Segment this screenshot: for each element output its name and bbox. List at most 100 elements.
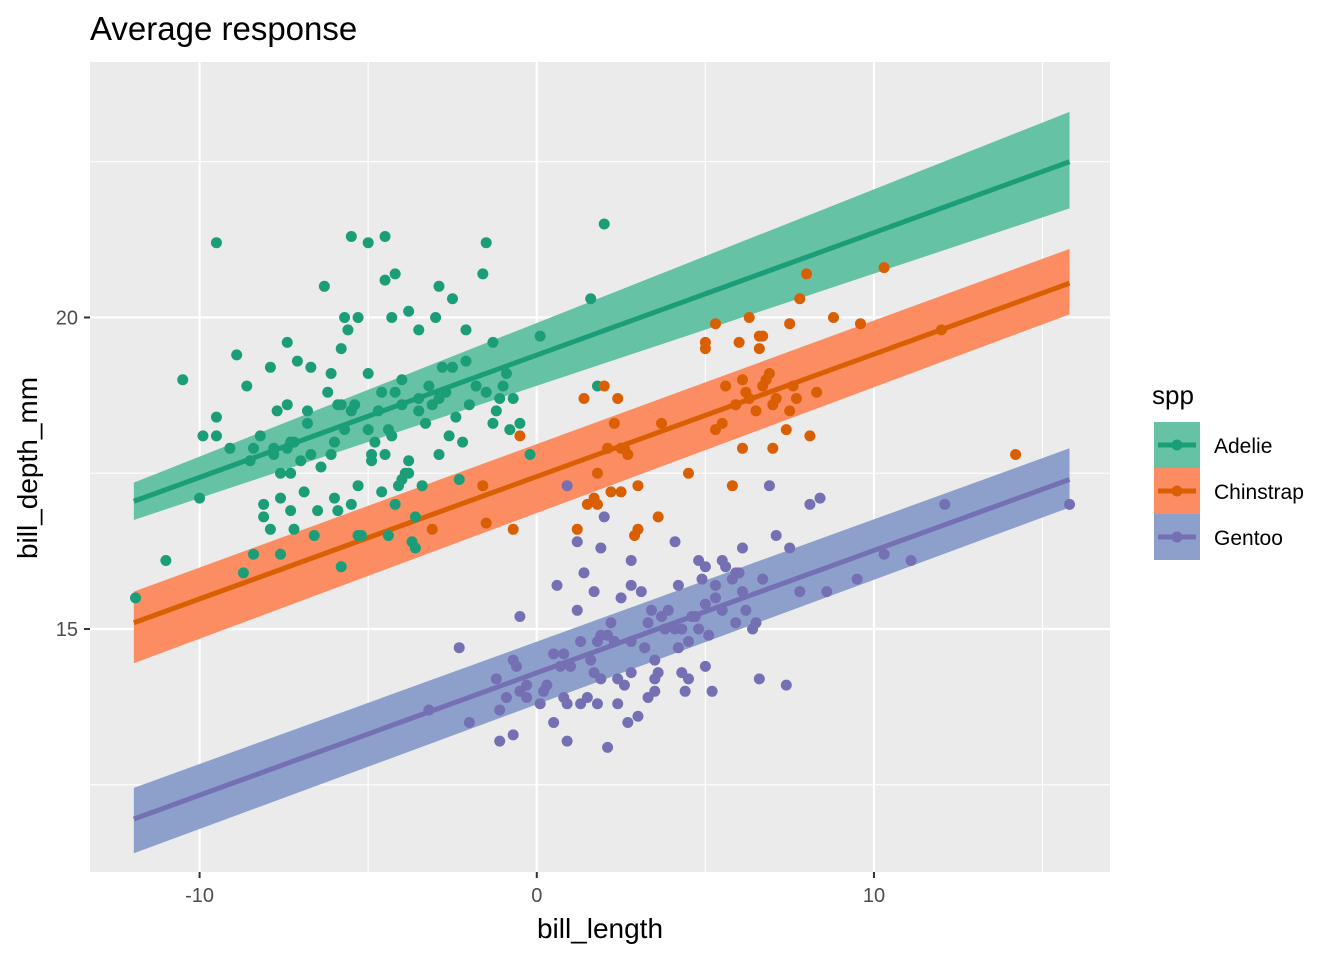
- adelie-point: [322, 386, 334, 398]
- gentoo-point: [699, 660, 711, 672]
- adelie-point: [308, 530, 320, 542]
- adelie-point: [197, 430, 209, 442]
- chinstrap-point: [854, 318, 866, 330]
- adelie-point: [396, 399, 408, 411]
- adelie-point: [379, 230, 391, 242]
- gentoo-point: [699, 598, 711, 610]
- gentoo-point: [720, 561, 732, 573]
- gentoo-point: [733, 567, 745, 579]
- chinstrap-point: [514, 430, 526, 442]
- chinstrap-point: [804, 430, 816, 442]
- chinstrap-point: [733, 336, 745, 348]
- gentoo-point: [595, 542, 607, 554]
- legend-key-point-chinstrap: [1171, 485, 1183, 497]
- chinstrap-point: [750, 405, 762, 417]
- chinstrap-point: [507, 523, 519, 535]
- adelie-point: [281, 336, 293, 348]
- gentoo-point: [689, 611, 701, 623]
- adelie-point: [210, 411, 222, 423]
- chinstrap-point: [426, 523, 438, 535]
- adelie-point: [376, 486, 388, 498]
- gentoo-point: [602, 741, 614, 753]
- adelie-point: [315, 461, 327, 473]
- chinstrap-point: [753, 343, 765, 355]
- adelie-point: [275, 467, 287, 479]
- adelie-point: [403, 305, 415, 317]
- gentoo-point: [672, 579, 684, 591]
- adelie-point: [507, 392, 519, 404]
- gentoo-point: [851, 573, 863, 585]
- gentoo-point: [699, 561, 711, 573]
- adelie-point: [497, 380, 509, 392]
- adelie-point: [490, 405, 502, 417]
- gentoo-point: [548, 648, 560, 660]
- gentoo-point: [672, 642, 684, 654]
- adelie-point: [436, 361, 448, 373]
- chinstrap-point: [757, 330, 769, 342]
- gentoo-point: [659, 623, 671, 635]
- adelie-point: [210, 237, 222, 249]
- gentoo-point: [814, 492, 826, 504]
- chinstrap-point: [736, 442, 748, 454]
- adelie-point: [440, 386, 452, 398]
- legend-item-adelie: Adelie: [1154, 422, 1272, 468]
- adelie-point: [480, 386, 492, 398]
- legend-label-chinstrap: Chinstrap: [1214, 481, 1304, 504]
- gentoo-point: [804, 498, 816, 510]
- chinstrap-point: [591, 467, 603, 479]
- adelie-point: [248, 442, 260, 454]
- adelie-point: [409, 542, 421, 554]
- adelie-point: [335, 343, 347, 355]
- chinstrap-point: [477, 480, 489, 492]
- adelie-point: [379, 274, 391, 286]
- adelie-point: [500, 368, 512, 380]
- chinstrap-point: [615, 486, 627, 498]
- adelie-point: [460, 324, 472, 336]
- chinstrap-point: [581, 498, 593, 510]
- gentoo-fit-line: [132, 477, 1071, 822]
- legend-key-point-gentoo: [1171, 531, 1183, 543]
- gentoo-point: [878, 548, 890, 560]
- adelie-point: [433, 280, 445, 292]
- adelie-point: [487, 336, 499, 348]
- adelie-point: [386, 311, 398, 323]
- chinstrap-point: [720, 380, 732, 392]
- chinstrap-point: [736, 374, 748, 386]
- gentoo-point: [730, 617, 742, 629]
- adelie-point: [275, 548, 287, 560]
- adelie-point: [423, 380, 435, 392]
- adelie-point: [413, 405, 425, 417]
- adelie-point: [288, 436, 300, 448]
- gentoo-point: [575, 635, 587, 647]
- adelie-point: [177, 374, 189, 386]
- legend-key-point-adelie: [1171, 439, 1183, 451]
- adelie-point: [241, 380, 253, 392]
- adelie-point: [443, 430, 455, 442]
- legend-item-gentoo: Gentoo: [1154, 514, 1283, 560]
- gentoo-point: [625, 635, 637, 647]
- adelie-point: [480, 237, 492, 249]
- data-points: [130, 218, 1076, 753]
- legend-item-chinstrap: Chinstrap: [1154, 468, 1304, 514]
- chinstrap-point: [730, 399, 742, 411]
- adelie-point: [446, 293, 458, 305]
- adelie-point: [345, 230, 357, 242]
- adelie-point: [295, 455, 307, 467]
- adelie-point: [237, 567, 249, 579]
- adelie-point: [504, 424, 516, 436]
- x-tick-label: 10: [863, 885, 885, 907]
- gentoo-point: [490, 673, 502, 685]
- gentoo-point: [716, 604, 728, 616]
- chinstrap-point: [1010, 449, 1022, 461]
- adelie-point: [264, 361, 276, 373]
- adelie-point: [376, 386, 388, 398]
- gentoo-point: [939, 498, 951, 510]
- adelie-point: [362, 424, 374, 436]
- gentoo-point: [642, 617, 654, 629]
- chinstrap-point: [726, 480, 738, 492]
- adelie-point: [524, 449, 536, 461]
- gentoo-point: [615, 592, 627, 604]
- chart-title: Average response: [90, 10, 357, 47]
- gentoo-point: [696, 573, 708, 585]
- adelie-point: [494, 392, 506, 404]
